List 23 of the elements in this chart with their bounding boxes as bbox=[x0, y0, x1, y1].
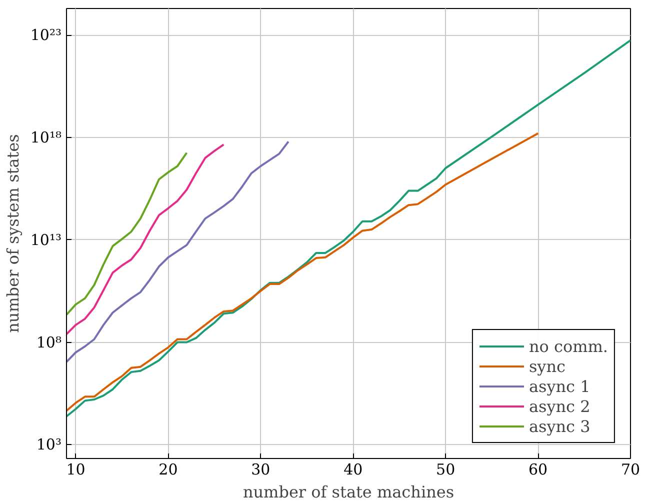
x-tick-label: 70 bbox=[620, 460, 640, 478]
x-tick-label: 30 bbox=[251, 460, 270, 478]
line-series bbox=[66, 152, 188, 316]
line-series bbox=[66, 39, 630, 418]
line-series bbox=[66, 140, 290, 363]
y-tick-label: 10⁸ bbox=[36, 333, 62, 352]
x-axis-title: number of state machines bbox=[242, 482, 454, 502]
x-tick-label: 60 bbox=[528, 460, 548, 478]
y-axis-title: number of system states bbox=[3, 134, 22, 333]
x-tick-label: 20 bbox=[158, 460, 178, 478]
y-tick-label: 10¹³ bbox=[30, 230, 62, 249]
y-tick-label: 10²³ bbox=[30, 26, 62, 44]
x-tick-label: 10 bbox=[66, 460, 86, 478]
y-tick-label: 10¹⁸ bbox=[30, 128, 62, 147]
legend-label: async 1 bbox=[528, 376, 590, 396]
y-tick-label: 10³ bbox=[36, 436, 62, 454]
x-tick-label: 50 bbox=[436, 460, 456, 478]
x-tick-label: 40 bbox=[344, 460, 363, 478]
line-series bbox=[66, 144, 225, 336]
legend-label: async 3 bbox=[528, 416, 590, 436]
legend-label: async 2 bbox=[528, 396, 590, 416]
legend-label: no comm. bbox=[528, 336, 608, 356]
legend-label: sync bbox=[528, 356, 566, 376]
